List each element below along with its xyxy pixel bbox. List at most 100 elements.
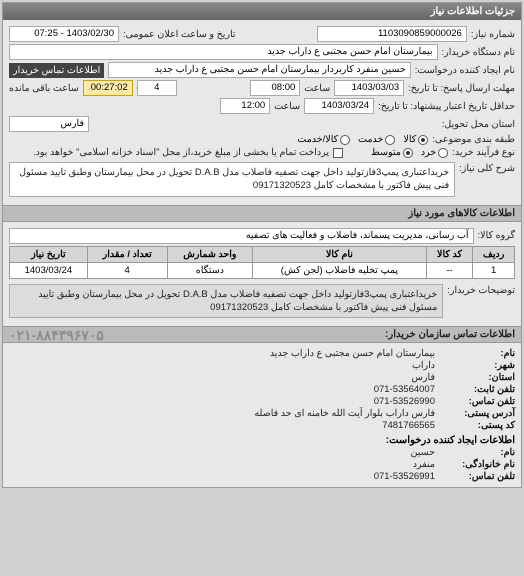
priority-c-label: کالا/خدمت [297,134,338,145]
info-row: نام خانوادگی:منفرد [9,459,515,470]
info-label: نام: [435,348,515,359]
buyer-org-label: نام دستگاه خریدار: [442,47,516,58]
desc-box: خریداعتباری پمپ3فازتولید داخل جهت تصفیه … [9,162,455,197]
info-val: داراب [412,360,435,371]
table-header-row: ردیف کد کالا نام کالا واحد شمارش تعداد /… [10,246,515,262]
col-3: واحد شمارش [167,246,253,262]
info-row: کد پستی:7481766565 [9,420,515,431]
info-row: نام:بیمارستان امام حسن مجتبی ع داراب جدی… [9,348,515,359]
radio-icon [438,148,448,158]
panel-body: شماره نیاز: 1103090859000026 تاریخ و ساع… [3,20,521,205]
remain-label: ساعت باقی مانده [9,83,79,94]
col-5: تاریخ نیاز [10,246,88,262]
announce-label: تاریخ و ساعت اعلان عمومی: [123,29,236,40]
info-val: 071-53564007 [374,384,435,395]
contact-rows: نام:بیمارستان امام حسن مجتبی ع داراب جدی… [9,348,515,431]
main-panel: جزئیات اطلاعات نیاز شماره نیاز: 11030908… [2,2,522,488]
cell-4: 4 [87,262,167,278]
deadline-label: مهلت ارسال پاسخ: تا تاریخ: [408,83,515,94]
cell-1: -- [426,262,473,278]
priority-c[interactable]: کالا/خدمت [297,134,350,145]
deadline-time-label: ساعت [304,83,330,94]
priority-b[interactable]: خدمت [358,134,395,145]
info-val: فارس [411,372,435,383]
row-group: گروه کالا: آب رسانی، مدیریت پسماند، فاضل… [9,228,515,244]
priority-a[interactable]: کالا [403,134,428,145]
group-label: گروه کالا: [478,230,515,241]
request-no-label: شماره نیاز: [471,29,515,40]
buyer-note-label: توضیحات خریدار: [447,282,515,296]
info-val: فارس داراب بلوار آیت الله خامنه ای حد فا… [254,408,435,419]
priority-a-label: کالا [403,134,416,145]
deadline-date: 1403/03/03 [334,80,404,96]
info-val: 071-53526991 [374,471,435,482]
row-valid: حداقل تاریخ اعتبار پیشنهاد: تا تاریخ: 14… [9,98,515,114]
priority-b-label: خدمت [358,134,383,145]
info-row: استان:فارس [9,372,515,383]
cell-3: دستگاه [167,262,253,278]
buyer-org-field: بیمارستان امام حسن مجتبی ع داراب جدید [9,44,438,60]
table-row: 1 -- پمپ تخلیه فاضلاب (لجن کش) دستگاه 4 … [10,262,515,278]
info-val: 071-53526990 [374,396,435,407]
process-label: نوع فرآیند خرید: [452,147,515,158]
contact-header: اطلاعات تماس سازمان خریدار: ۰۲۱-۸۸۴۳۹۶۷۰… [3,326,521,343]
contact-label[interactable]: اطلاعات تماس خریدار [9,63,104,78]
col-0: ردیف [473,246,515,262]
row-request-no: شماره نیاز: 1103090859000026 تاریخ و ساع… [9,26,515,42]
radio-icon [418,135,428,145]
row-desc: شرح کلی نیاز: خریداعتباری پمپ3فازتولید د… [9,160,515,199]
process-b-label: متوسط [371,147,401,158]
radio-icon [340,135,350,145]
days-field: 4 [137,80,177,96]
valid-label: حداقل تاریخ اعتبار پیشنهاد: تا تاریخ: [378,101,515,112]
info-label: نام: [435,447,515,458]
delivery-prov: فارس [9,116,89,132]
payment-checkbox[interactable] [333,148,343,158]
info-label: استان: [435,372,515,383]
info-label: شهر: [435,360,515,371]
cell-2: پمپ تخلیه فاضلاب (لجن کش) [253,262,427,278]
row-requester: نام ایجاد کننده درخواست: حسین منفرد کارب… [9,62,515,78]
process-b[interactable]: متوسط [371,147,413,158]
info-label: نام خانوادگی: [435,459,515,470]
radio-icon [403,148,413,158]
cell-5: 1403/03/24 [10,262,88,278]
radio-icon [385,135,395,145]
goods-header: اطلاعات کالاهای مورد نیاز [3,205,521,222]
info-row: نام:حسین [9,447,515,458]
goods-table: ردیف کد کالا نام کالا واحد شمارش تعداد /… [9,246,515,279]
requester-label: نام ایجاد کننده درخواست: [415,65,515,76]
contact-body: نام:بیمارستان امام حسن مجتبی ع داراب جدی… [3,343,521,487]
remain-field: 00:27:02 [83,80,133,96]
request-no-field: 1103090859000026 [317,26,467,42]
info-label: تلفن تماس: [435,471,515,482]
row-process: نوع فرآیند خرید: خرد متوسط پرداخت تمام ی… [9,147,515,158]
cell-0: 1 [473,262,515,278]
priority-label: طبقه بندی موضوعی: [432,134,515,145]
row-buyer-org: نام دستگاه خریدار: بیمارستان امام حسن مج… [9,44,515,60]
requester-title: اطلاعات ایجاد کننده درخواست: [9,435,515,446]
process-radios: خرد متوسط [371,147,448,158]
info-val: بیمارستان امام حسن مجتبی ع داراب جدید [270,348,435,359]
row-priority: طبقه بندی موضوعی: کالا خدمت کالا/خدمت [9,134,515,145]
row-delivery-prov: استان محل تحویل: فارس [9,116,515,132]
desc-label: شرح کلی نیاز: [459,160,515,174]
row-deadline: مهلت ارسال پاسخ: تا تاریخ: 1403/03/03 سا… [9,80,515,96]
col-4: تعداد / مقدار [87,246,167,262]
valid-date: 1403/03/24 [304,98,374,114]
goods-body: گروه کالا: آب رسانی، مدیریت پسماند، فاضل… [3,222,521,327]
process-a-label: خرد [421,147,436,158]
requester-field: حسین منفرد کاربردار بیمارستان امام حسن م… [108,62,410,78]
announce-field: 1403/02/30 - 07:25 [9,26,119,42]
valid-time-label: ساعت [274,101,300,112]
delivery-prov-label: استان محل تحویل: [442,119,515,130]
panel-title: جزئیات اطلاعات نیاز [3,3,521,20]
info-row: تلفن تماس:071-53526991 [9,471,515,482]
process-a[interactable]: خرد [421,147,448,158]
info-label: تلفن ثابت: [435,384,515,395]
col-1: کد کالا [426,246,473,262]
info-val: حسین [411,447,435,458]
req-rows: نام:حسیننام خانوادگی:منفردتلفن تماس:071-… [9,447,515,482]
info-label: تلفن تماس: [435,396,515,407]
payment-note: پرداخت تمام یا بخشی از مبلغ خرید،از محل … [33,147,329,158]
